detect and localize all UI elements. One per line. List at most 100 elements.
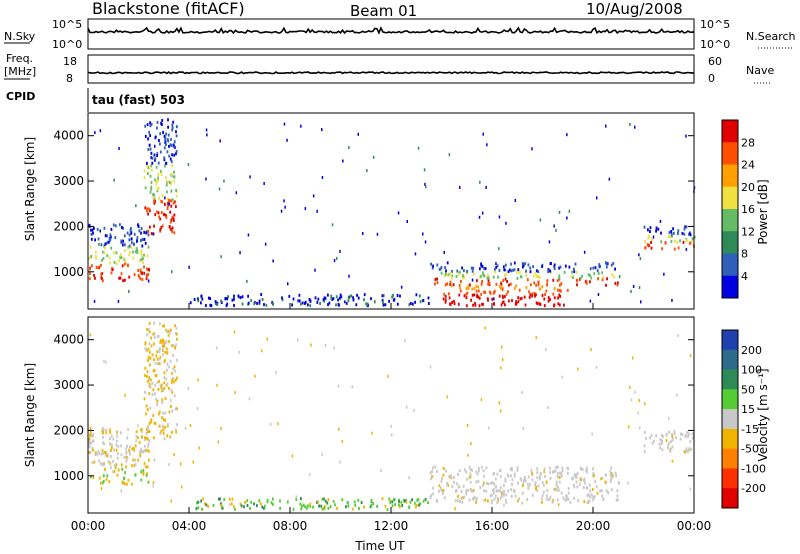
noise-cell bbox=[627, 425, 630, 429]
scatter-cell bbox=[246, 499, 249, 503]
scatter-cell bbox=[388, 497, 391, 501]
noise-cell bbox=[124, 482, 126, 486]
scatter-cell bbox=[579, 478, 582, 482]
scatter-cell bbox=[510, 474, 512, 478]
scatter-cell bbox=[144, 134, 147, 138]
scatter-cell bbox=[103, 251, 106, 255]
scatter-cell bbox=[572, 276, 574, 280]
scatter-cell bbox=[354, 503, 357, 507]
scatter-cell bbox=[505, 292, 508, 296]
scatter-cell bbox=[104, 234, 107, 238]
scatter-cell bbox=[148, 321, 151, 325]
noise-cell bbox=[321, 128, 323, 132]
scatter-cell bbox=[308, 298, 311, 301]
scatter-cell bbox=[684, 435, 687, 438]
velocity-colorbar-tick: -200 bbox=[741, 482, 766, 495]
noise-cell bbox=[312, 194, 315, 198]
power-colorbar-tick: 24 bbox=[741, 159, 755, 172]
noise-cell bbox=[187, 387, 190, 390]
noise-cell bbox=[164, 358, 166, 362]
noise-cell bbox=[120, 489, 122, 493]
scatter-cell bbox=[141, 277, 144, 281]
scatter-cell bbox=[667, 443, 670, 447]
scatter-cell bbox=[528, 290, 530, 294]
scatter-cell bbox=[243, 505, 245, 509]
scatter-cell bbox=[510, 269, 513, 273]
scatter-cell bbox=[687, 450, 689, 454]
xtick-label: 00:00 bbox=[71, 519, 106, 533]
noise-cell bbox=[638, 286, 641, 289]
scatter-cell bbox=[516, 270, 518, 274]
scatter-cell bbox=[146, 172, 149, 176]
scatter-cell bbox=[150, 168, 153, 172]
scatter-cell bbox=[107, 240, 110, 244]
scatter-cell bbox=[507, 290, 509, 294]
scatter-cell bbox=[279, 499, 281, 503]
scatter-cell bbox=[466, 477, 468, 481]
scatter-cell bbox=[533, 292, 536, 295]
scatter-cell bbox=[443, 496, 446, 500]
noise-cell bbox=[390, 433, 393, 437]
scatter-cell bbox=[168, 198, 170, 202]
scatter-cell bbox=[536, 488, 539, 492]
scatter-cell bbox=[121, 264, 124, 268]
scatter-cell bbox=[400, 500, 403, 504]
scatter-cell bbox=[128, 275, 131, 279]
scatter-cell bbox=[121, 467, 124, 471]
scatter-cell bbox=[605, 262, 608, 266]
scatter-cell bbox=[304, 505, 307, 509]
scatter-cell bbox=[228, 497, 231, 501]
scatter-cell bbox=[662, 434, 664, 438]
noise-cell bbox=[417, 146, 420, 150]
scatter-cell bbox=[134, 444, 137, 448]
scatter-cell bbox=[160, 429, 163, 433]
noise-cell bbox=[219, 139, 221, 143]
scatter-cell bbox=[475, 470, 478, 474]
scatter-cell bbox=[167, 133, 170, 137]
scatter-cell bbox=[544, 293, 546, 296]
scatter-cell bbox=[207, 504, 210, 508]
scatter-cell bbox=[536, 476, 539, 480]
scatter-cell bbox=[200, 294, 203, 298]
noise-cell bbox=[112, 470, 114, 474]
scatter-cell bbox=[646, 243, 649, 247]
scatter-cell bbox=[160, 339, 162, 342]
scatter-cell bbox=[557, 302, 560, 306]
scatter-cell bbox=[486, 482, 488, 485]
scatter-cell bbox=[172, 120, 175, 124]
noise-cell bbox=[531, 147, 533, 151]
scatter-cell bbox=[281, 298, 284, 302]
scatter-cell bbox=[616, 489, 619, 493]
scatter-cell bbox=[309, 299, 312, 303]
scatter-cell bbox=[209, 297, 212, 301]
noise-cell bbox=[280, 209, 283, 213]
noise-cell bbox=[272, 259, 274, 263]
scatter-cell bbox=[157, 211, 160, 215]
scatter-cell bbox=[100, 452, 103, 456]
scatter-cell bbox=[613, 275, 615, 279]
scatter-cell bbox=[448, 296, 451, 300]
scatter-cell bbox=[471, 489, 474, 493]
scatter-cell bbox=[507, 270, 510, 274]
scatter-cell bbox=[161, 389, 163, 393]
noise-cell bbox=[153, 458, 156, 462]
velocity-colorbar-tick: 50 bbox=[741, 383, 755, 396]
scatter-cell bbox=[233, 303, 235, 307]
scatter-cell bbox=[128, 238, 131, 242]
scatter-cell bbox=[615, 498, 618, 502]
scatter-cell bbox=[500, 282, 503, 286]
scatter-cell bbox=[169, 157, 172, 161]
scatter-cell bbox=[650, 246, 653, 250]
noise-cell bbox=[470, 442, 472, 445]
scatter-cell bbox=[154, 157, 157, 161]
scatter-cell bbox=[534, 294, 536, 298]
scatter-cell bbox=[159, 170, 162, 173]
scatter-cell bbox=[171, 164, 174, 167]
scatter-cell bbox=[491, 493, 493, 497]
scatter-cell bbox=[689, 440, 692, 444]
scatter-cell bbox=[401, 504, 404, 507]
scatter-cell bbox=[688, 241, 691, 245]
noise-cell bbox=[406, 405, 408, 409]
noise-cell bbox=[128, 448, 130, 452]
scatter-cell bbox=[165, 176, 167, 180]
